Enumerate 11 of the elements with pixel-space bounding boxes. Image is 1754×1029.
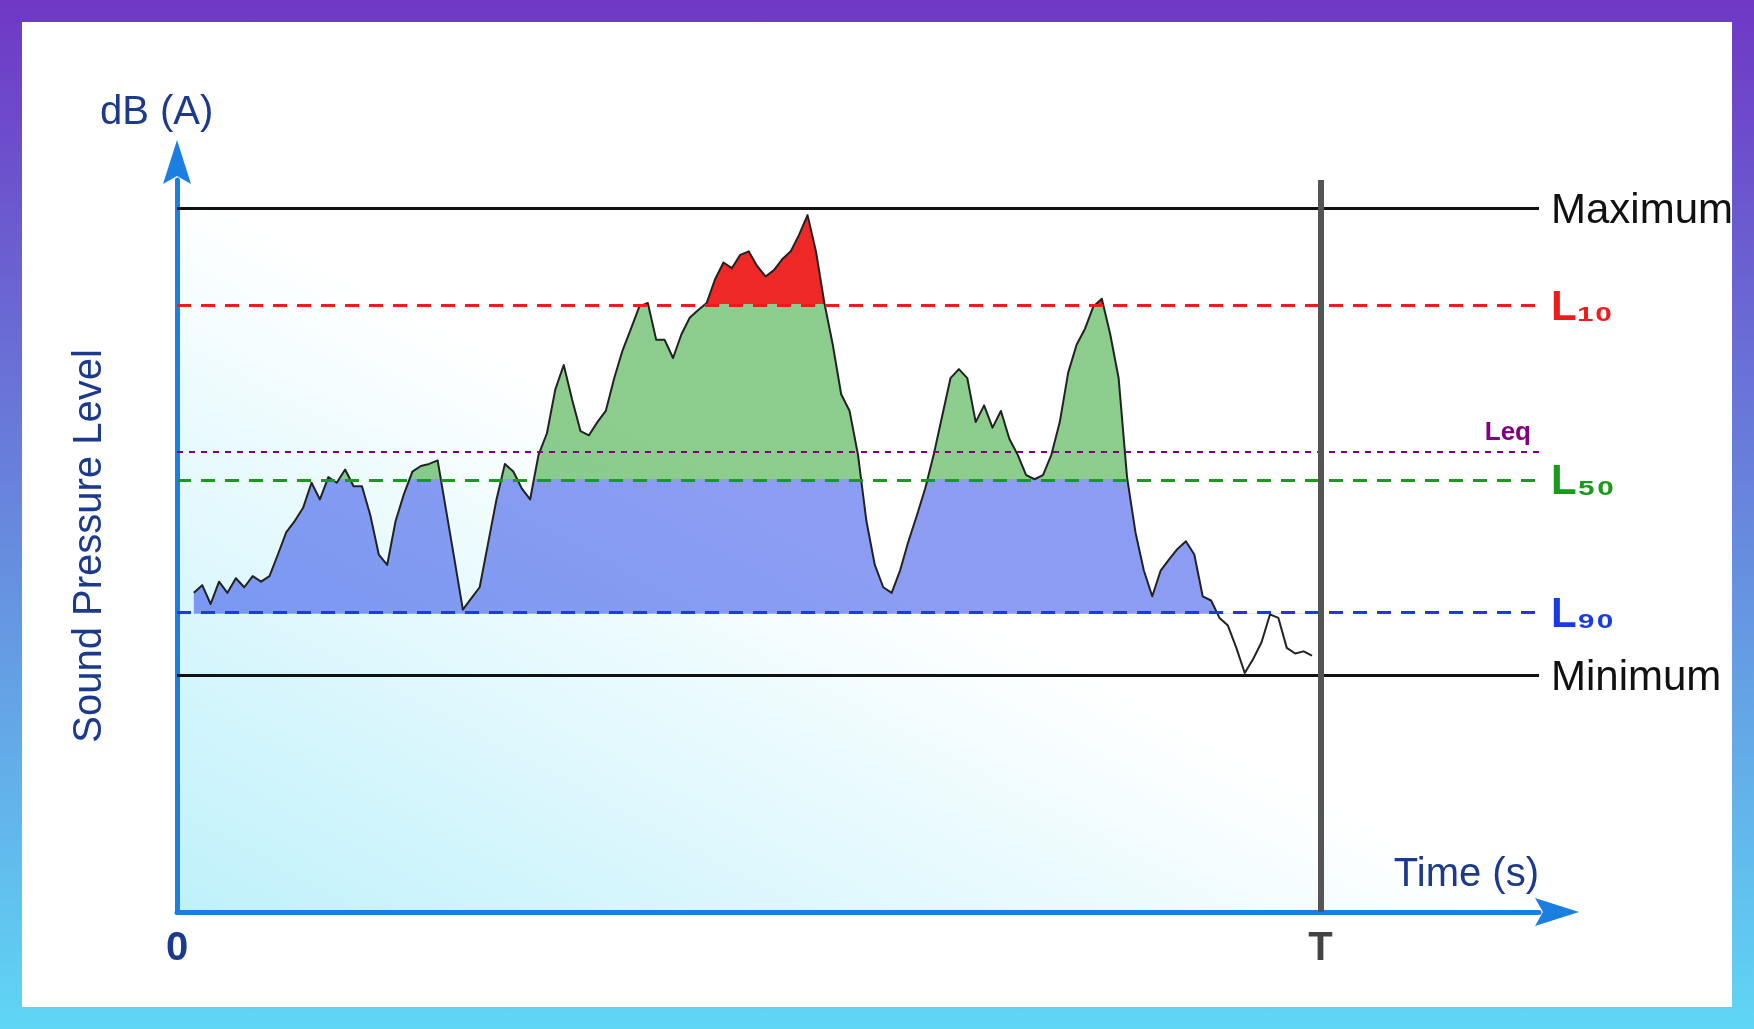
ref-line-label: L₅₀ [1551, 456, 1615, 504]
text: dB (A) [100, 88, 214, 132]
ref-line-label: Maximum [1551, 184, 1734, 232]
x-axis-title: Time (s) [1393, 850, 1539, 894]
ref-line-label: Leq [1484, 416, 1531, 447]
ref-line-label: L₁₀ [1551, 282, 1613, 330]
x-tick-label: 0 [165, 924, 189, 968]
y-axis-title: Sound Pressure Level [65, 349, 109, 743]
ref-line-label: Minimum [1551, 651, 1722, 699]
ref-line-label: L₉₀ [1551, 588, 1615, 636]
x-tick-label: T [1308, 924, 1333, 968]
